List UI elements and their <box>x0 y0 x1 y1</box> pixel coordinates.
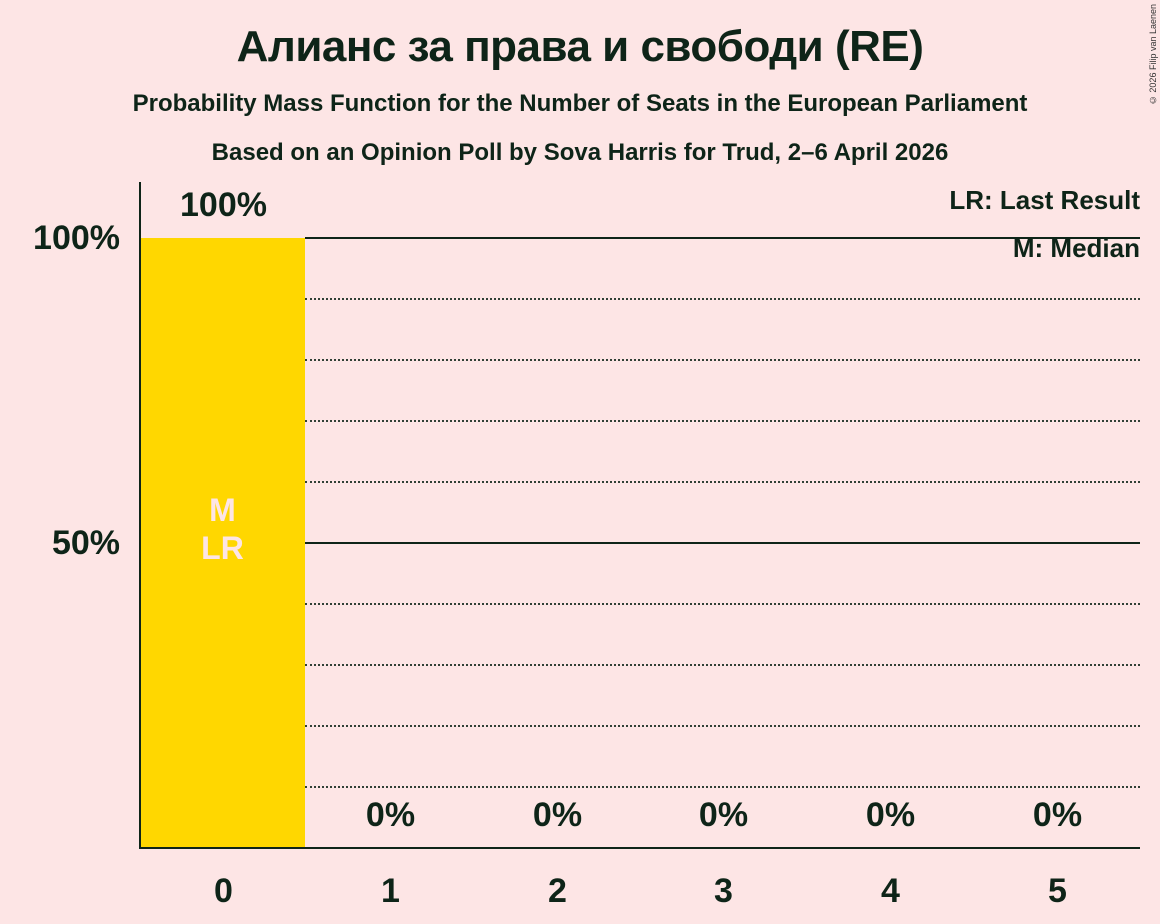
x-tick-2: 2 <box>548 872 567 910</box>
bar-value-label: 100% <box>180 186 267 224</box>
x-tick-1: 1 <box>381 872 400 910</box>
gridline-50 <box>305 542 1140 544</box>
bar-value-label: 0% <box>698 796 749 834</box>
x-tick-0: 0 <box>214 872 233 910</box>
bar-value-label: 0% <box>1032 796 1083 834</box>
chart-subtitle: Probability Mass Function for the Number… <box>132 90 1028 117</box>
gridline-100 <box>305 237 1140 239</box>
gridline-20 <box>305 725 1140 727</box>
gridline-70 <box>305 420 1140 422</box>
legend-median: M: Median <box>1012 233 1140 263</box>
gridline-10 <box>305 786 1140 788</box>
y-tick-50: 50% <box>51 524 120 562</box>
legend-last-result: LR: Last Result <box>949 185 1140 215</box>
x-tick-5: 5 <box>1048 872 1067 910</box>
chart-title: Алианс за права и свободи (RE) <box>236 22 924 71</box>
gridline-60 <box>305 481 1140 483</box>
gridline-90 <box>305 298 1140 300</box>
x-axis <box>139 847 1140 849</box>
median-marker: M <box>209 492 236 528</box>
y-axis <box>139 182 141 849</box>
copyright-notice: © 2026 Filip van Laenen <box>1148 4 1158 106</box>
bar-value-label: 0% <box>365 796 416 834</box>
gridline-30 <box>305 664 1140 666</box>
gridline-40 <box>305 603 1140 605</box>
bar-value-label: 0% <box>532 796 583 834</box>
last-result-marker: LR <box>201 530 244 566</box>
x-tick-4: 4 <box>881 872 900 910</box>
bar-0-seats <box>141 238 305 848</box>
bar-value-label: 0% <box>865 796 916 834</box>
x-tick-3: 3 <box>714 872 733 910</box>
chart-source: Based on an Opinion Poll by Sova Harris … <box>211 139 949 166</box>
y-tick-100: 100% <box>33 219 120 257</box>
gridline-80 <box>305 359 1140 361</box>
